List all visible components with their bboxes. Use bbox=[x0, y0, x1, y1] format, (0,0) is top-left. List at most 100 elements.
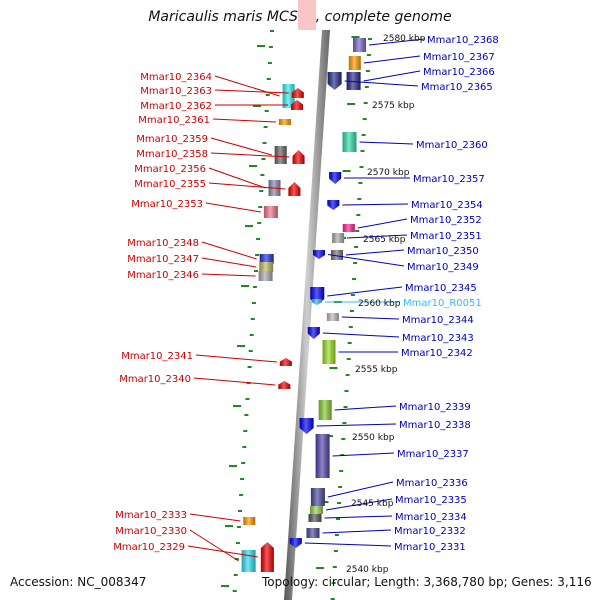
leader-line bbox=[304, 542, 392, 547]
Mmar10_2348-feature bbox=[259, 254, 274, 264]
tick-mark bbox=[241, 285, 249, 287]
tick-mark bbox=[262, 142, 267, 144]
accession-text: Accession: NC_008347 bbox=[10, 575, 147, 589]
tick-mark bbox=[356, 214, 361, 216]
gene-label-plus: Mmar10_2357 bbox=[413, 174, 485, 185]
label-leader-lines bbox=[187, 38, 425, 562]
Mmar10_2368-feature bbox=[353, 38, 366, 52]
gene-label-plus: Mmar10_2360 bbox=[416, 140, 488, 151]
gene-label-plus: Mmar10_2354 bbox=[411, 200, 483, 211]
tick-mark bbox=[352, 278, 356, 280]
gene-label-minus: Mmar10_2329 bbox=[113, 542, 185, 553]
gene-label-minus: Mmar10_2363 bbox=[140, 86, 212, 97]
Mmar10_2330-feature bbox=[241, 550, 256, 572]
Mmar10_2354-feature bbox=[327, 200, 340, 210]
leader-line bbox=[363, 70, 421, 82]
tick-mark bbox=[257, 222, 262, 224]
tick-mark bbox=[253, 105, 261, 107]
gene-label-plus: Mmar10_2334 bbox=[395, 512, 467, 523]
major-tick bbox=[316, 567, 325, 569]
Mmar10_2355-feature bbox=[288, 182, 301, 196]
major-tick bbox=[347, 103, 356, 105]
gene-label-plus: Mmar10_2351 bbox=[410, 231, 482, 242]
gene-label-plus: Mmar10_2343 bbox=[402, 333, 474, 344]
Mmar10_2341-feature bbox=[279, 358, 292, 366]
tick-mark bbox=[345, 374, 350, 376]
leader-line bbox=[327, 481, 394, 498]
gene-label-minus: Mmar10_2333 bbox=[115, 510, 187, 521]
tick-mark bbox=[334, 534, 339, 536]
Mmar10_2335-feature bbox=[310, 506, 323, 514]
scale-label: 2550 kbp bbox=[352, 433, 395, 443]
leader-line bbox=[205, 202, 261, 213]
Mmar10_2339-feature bbox=[318, 400, 332, 420]
gene-label-plus: Mmar10_2365 bbox=[421, 82, 493, 93]
Mmar10_2329-feature bbox=[260, 542, 274, 572]
leader-line bbox=[325, 498, 393, 511]
tick-mark bbox=[258, 206, 263, 208]
Mmar10_2366-feature bbox=[346, 72, 361, 90]
tick-mark bbox=[359, 166, 364, 168]
Mmar10_2351-feature bbox=[332, 233, 345, 243]
tick-mark bbox=[255, 254, 260, 256]
leader-line bbox=[334, 405, 397, 411]
Mmar10_2342-feature bbox=[322, 340, 336, 364]
tick-mark bbox=[342, 422, 347, 424]
tick-mark bbox=[350, 294, 355, 296]
Mmar10_2365-feature bbox=[327, 72, 342, 90]
gene-features bbox=[241, 38, 366, 572]
leader-line bbox=[187, 545, 258, 558]
major-tick bbox=[342, 170, 351, 172]
gene-label-minus: Mmar10_2364 bbox=[140, 72, 212, 83]
gene-label-minus: Mmar10_2353 bbox=[131, 199, 203, 210]
Mmar10_2353-feature bbox=[263, 206, 278, 218]
leader-line bbox=[322, 529, 392, 534]
leader-line bbox=[344, 80, 419, 87]
tick-mark bbox=[336, 518, 340, 520]
tick-mark bbox=[348, 326, 353, 328]
chromosome-bar bbox=[284, 30, 330, 600]
Mmar10_2331-feature bbox=[289, 538, 302, 548]
tick-mark bbox=[236, 526, 241, 528]
scale-label: 2560 kbp bbox=[358, 299, 401, 309]
tick-mark bbox=[270, 30, 274, 32]
gene-label-plus: Mmar10_2331 bbox=[394, 542, 466, 553]
Mmar10_2364-feature bbox=[282, 84, 295, 108]
leader-line bbox=[357, 218, 408, 229]
tick-mark bbox=[233, 574, 238, 576]
tick-mark bbox=[267, 62, 272, 64]
leader-line bbox=[363, 55, 421, 64]
gene-label-minus: Mmar10_2359 bbox=[136, 134, 208, 145]
tick-mark bbox=[233, 405, 241, 407]
Mmar10_2347-feature bbox=[259, 262, 274, 272]
tick-mark bbox=[265, 94, 270, 96]
tick-mark bbox=[260, 174, 265, 176]
tick-mark bbox=[221, 585, 229, 587]
leader-line bbox=[210, 137, 272, 156]
tick-mark bbox=[332, 566, 337, 568]
tick-mark bbox=[357, 198, 362, 200]
leader-line bbox=[201, 241, 257, 260]
tick-mark bbox=[261, 158, 266, 160]
Mmar10_2332-feature bbox=[306, 528, 320, 538]
tick-mark bbox=[245, 398, 250, 400]
tick-mark bbox=[360, 150, 365, 152]
tick-mark bbox=[239, 494, 244, 496]
leader-line bbox=[327, 286, 403, 297]
gene-label-plus: Mmar10_2342 bbox=[401, 348, 473, 359]
tick-mark bbox=[343, 406, 348, 408]
tick-mark bbox=[337, 502, 342, 504]
leader-line bbox=[322, 332, 400, 338]
gene-label-minus: Mmar10_2340 bbox=[119, 374, 191, 385]
tick-mark bbox=[259, 190, 264, 192]
tick-mark bbox=[225, 525, 233, 527]
Mmar10_2349-feature bbox=[313, 250, 326, 259]
Mmar10_2362-feature bbox=[291, 100, 303, 110]
gene-label-minus: Mmar10_2347 bbox=[127, 254, 199, 265]
leader-line bbox=[368, 38, 425, 46]
tick-mark bbox=[254, 270, 258, 272]
gene-label-plus: Mmar10_2332 bbox=[394, 526, 466, 537]
scale-label: 2545 kbp bbox=[351, 499, 394, 509]
gene-label-minus: Mmar10_2355 bbox=[134, 179, 206, 190]
tick-mark bbox=[358, 182, 363, 184]
